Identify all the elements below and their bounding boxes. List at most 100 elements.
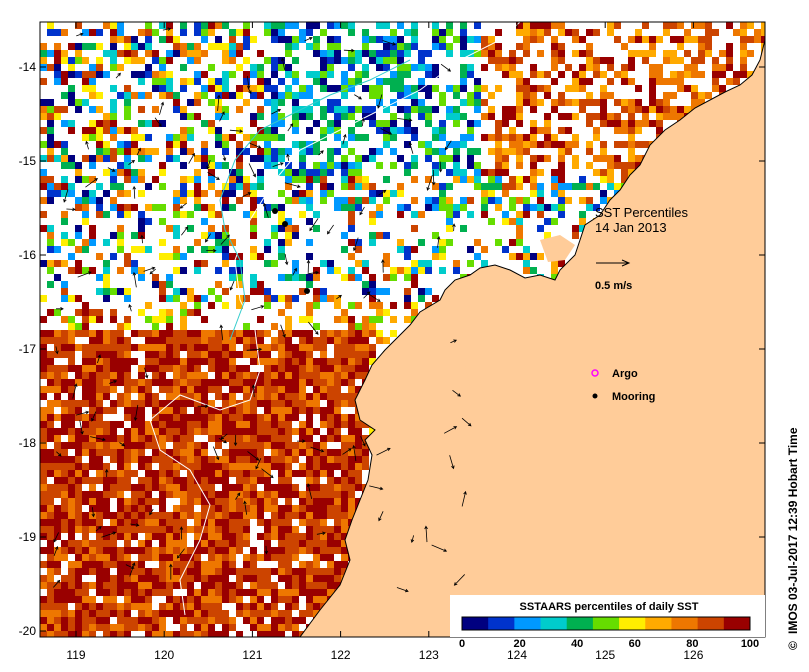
sst-cell [166, 295, 173, 302]
sst-cell [642, 141, 649, 148]
sst-cell [558, 29, 565, 36]
sst-cell [229, 421, 236, 428]
sst-cell [145, 22, 152, 29]
sst-cell [166, 421, 173, 428]
current-vector-arrow [75, 410, 90, 416]
sst-cell [292, 540, 299, 547]
sst-cell [516, 155, 523, 162]
sst-cell [355, 442, 362, 449]
sst-cell [271, 463, 278, 470]
sst-cell [264, 463, 271, 470]
current-vector-arrow [360, 436, 366, 447]
sst-cell [75, 463, 82, 470]
sst-cell [390, 267, 397, 274]
sst-cell [306, 603, 313, 610]
sst-cell [586, 78, 593, 85]
sst-cell [215, 610, 222, 617]
sst-cell [89, 190, 96, 197]
sst-cell [208, 568, 215, 575]
sst-cell [292, 344, 299, 351]
sst-cell [229, 337, 236, 344]
sst-cell [54, 274, 61, 281]
sst-cell [369, 232, 376, 239]
sst-cell [313, 372, 320, 379]
sst-cell [194, 99, 201, 106]
sst-cell [467, 246, 474, 253]
sst-cell [166, 568, 173, 575]
sst-cell [243, 428, 250, 435]
sst-cell [278, 386, 285, 393]
sst-cell [327, 183, 334, 190]
sst-cell [453, 162, 460, 169]
sst-cell [173, 407, 180, 414]
sst-cell [383, 176, 390, 183]
sst-cell [208, 435, 215, 442]
sst-cell [40, 435, 47, 442]
current-vector-arrow [378, 511, 384, 522]
sst-cell [96, 533, 103, 540]
coastline [299, 39, 765, 637]
sst-cell [684, 36, 691, 43]
sst-cell [40, 575, 47, 582]
sst-cell [551, 36, 558, 43]
sst-cell [285, 218, 292, 225]
sst-cell [558, 141, 565, 148]
sst-cell [313, 386, 320, 393]
sst-cell [495, 162, 502, 169]
sst-cell [418, 64, 425, 71]
sst-cell [453, 85, 460, 92]
sst-cell [313, 169, 320, 176]
sst-cell [173, 568, 180, 575]
sst-cell [467, 162, 474, 169]
sst-cell [271, 498, 278, 505]
sst-cell [334, 428, 341, 435]
sst-cell [117, 246, 124, 253]
sst-cell [82, 78, 89, 85]
sst-cell [250, 372, 257, 379]
sst-cell [334, 302, 341, 309]
sst-cell [61, 617, 68, 624]
sst-cell [264, 344, 271, 351]
sst-cell [453, 36, 460, 43]
sst-cell [348, 323, 355, 330]
sst-cell [432, 169, 439, 176]
sst-cell [250, 85, 257, 92]
sst-cell [159, 162, 166, 169]
current-vector-arrow [359, 206, 365, 216]
sst-cell [194, 22, 201, 29]
sst-cell [110, 99, 117, 106]
sst-cell [271, 295, 278, 302]
sst-cell [299, 36, 306, 43]
sst-cell [96, 106, 103, 113]
sst-cell [397, 85, 404, 92]
sst-cell [355, 428, 362, 435]
sst-cell [215, 589, 222, 596]
sst-cell [201, 358, 208, 365]
sst-cell [299, 344, 306, 351]
sst-cell [278, 505, 285, 512]
sst-cell [656, 78, 663, 85]
sst-cell [152, 29, 159, 36]
sst-cell [306, 127, 313, 134]
sst-cell [271, 155, 278, 162]
sst-cell [425, 113, 432, 120]
sst-cell [173, 533, 180, 540]
sst-cell [285, 421, 292, 428]
sst-cell [61, 372, 68, 379]
sst-cell [418, 106, 425, 113]
current-vector-arrow [91, 411, 97, 422]
sst-cell [54, 50, 61, 57]
sst-cell [96, 491, 103, 498]
sst-cell [54, 526, 61, 533]
sst-cell [47, 176, 54, 183]
sst-cell [523, 22, 530, 29]
sst-cell [334, 351, 341, 358]
sst-cell [502, 183, 509, 190]
sst-cell [327, 575, 334, 582]
sst-cell [166, 561, 173, 568]
sst-cell [194, 540, 201, 547]
sst-cell [607, 183, 614, 190]
sst-cell [264, 554, 271, 561]
sst-cell [467, 211, 474, 218]
sst-cell [173, 267, 180, 274]
